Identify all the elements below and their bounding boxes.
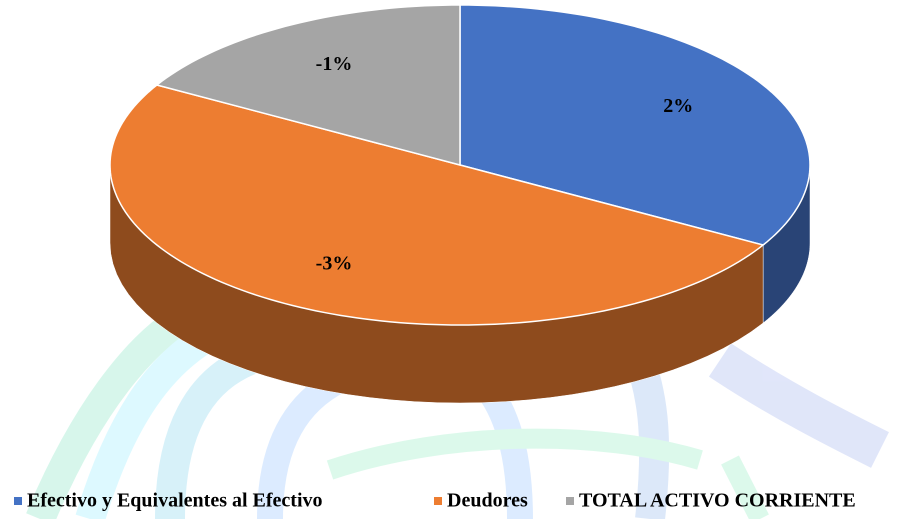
legend-label: TOTAL ACTIVO CORRIENTE xyxy=(579,490,856,512)
legend-marker xyxy=(14,497,22,505)
legend: Efectivo y Equivalentes al Efectivo Deudo… xyxy=(14,490,856,512)
data-label: 2% xyxy=(663,95,693,117)
legend-marker xyxy=(566,497,574,505)
legend-marker xyxy=(434,497,442,505)
pie: 2% -3% -1% xyxy=(110,5,810,403)
legend-label: Deudores xyxy=(447,490,528,512)
data-label: -1% xyxy=(316,53,353,75)
data-label: -3% xyxy=(316,252,353,274)
legend-label: Efectivo y Equivalentes al Efectivo xyxy=(27,490,323,512)
chart: 2% -3% -1% Efectivo y Equivalentes al Efec… xyxy=(0,0,922,519)
